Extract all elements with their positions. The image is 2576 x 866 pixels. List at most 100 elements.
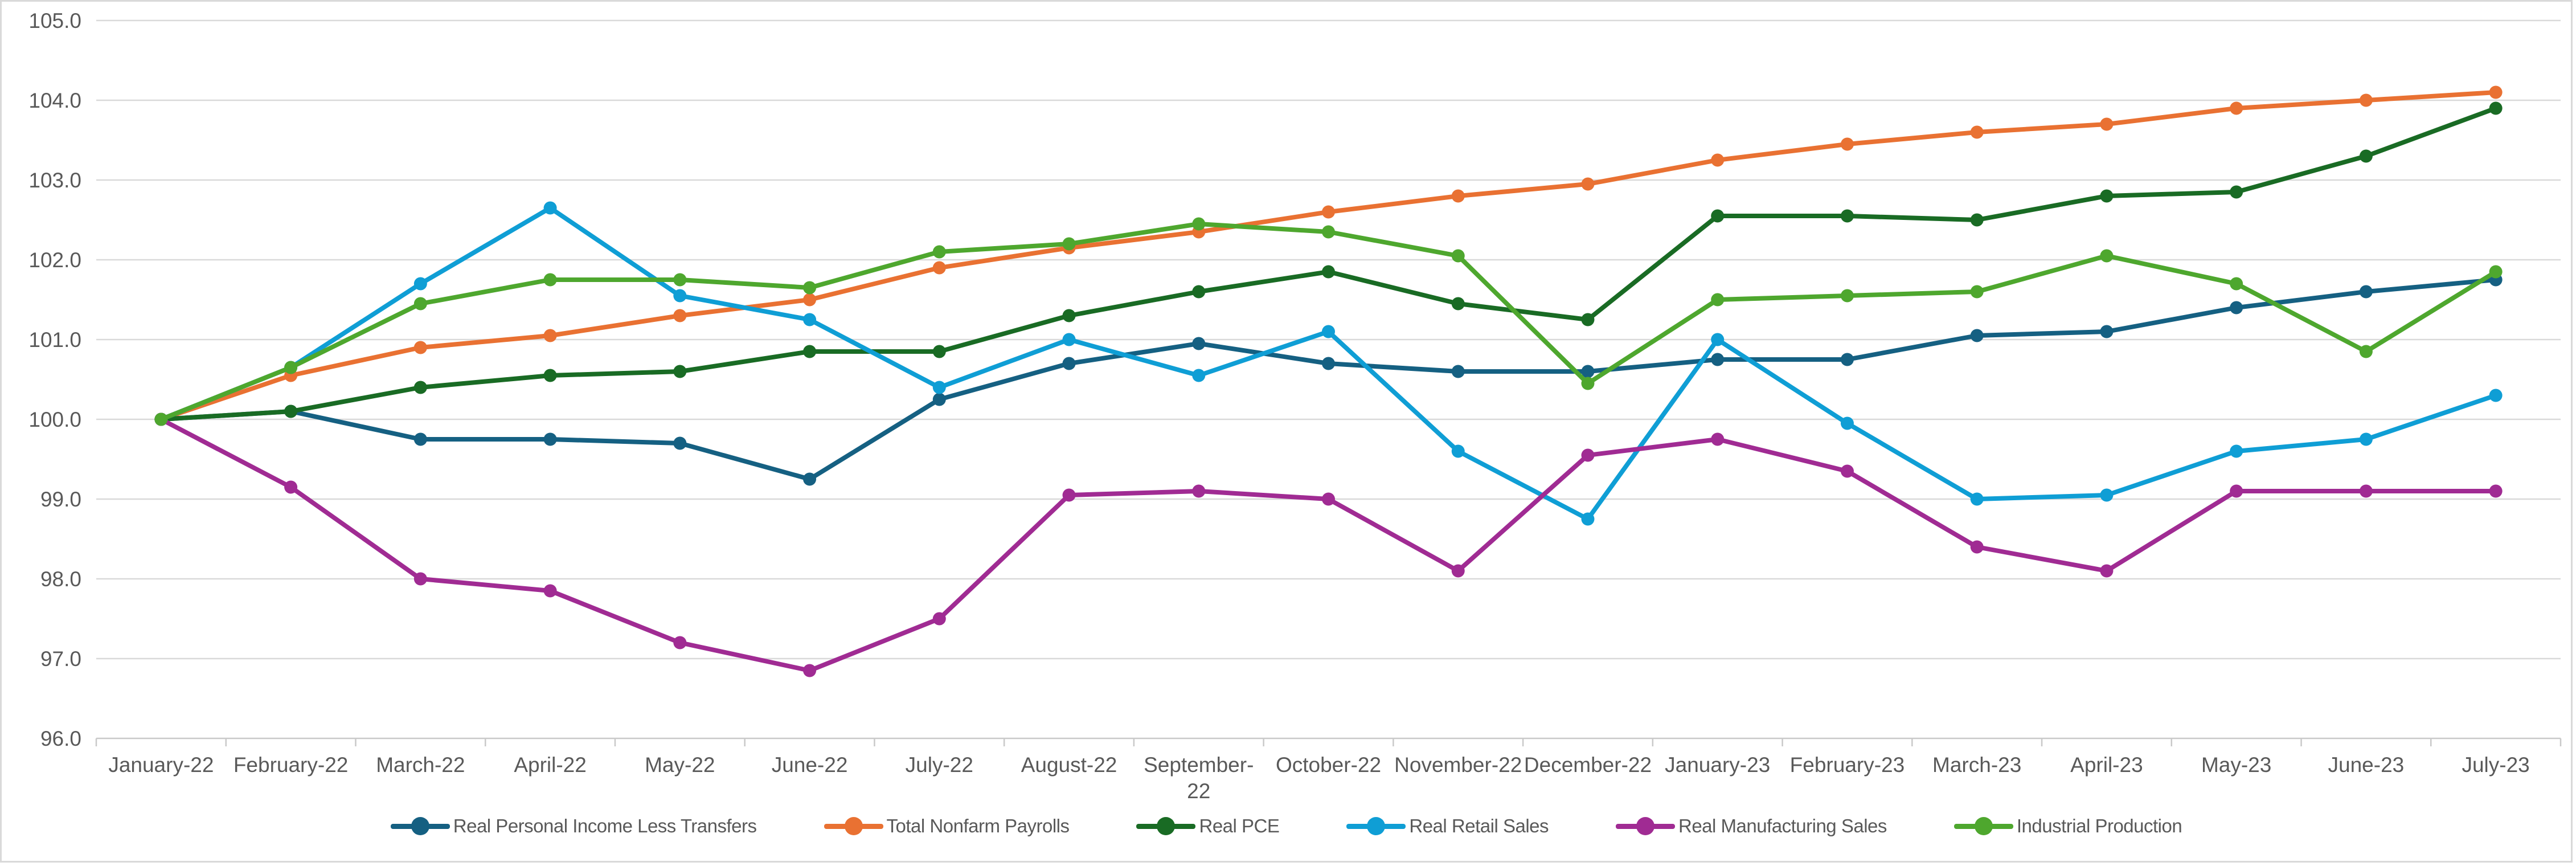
data-point-industrial-production-May-22	[673, 273, 687, 287]
y-axis-tick-label: 100.0	[28, 408, 81, 431]
data-point-industrial-production-September-22	[1192, 217, 1206, 231]
legend-item-total-nonfarm-payrolls[interactable]: Total Nonfarm Payrolls	[824, 815, 1070, 837]
data-point-real-pce-February-23	[1840, 209, 1854, 223]
data-point-real-personal-income-less-transfers-September-22	[1192, 337, 1206, 350]
data-point-industrial-production-April-22	[543, 273, 557, 287]
legend-marker-icon	[1136, 816, 1196, 836]
data-point-total-nonfarm-payrolls-July-22	[932, 261, 946, 275]
data-point-real-personal-income-less-transfers-May-22	[673, 436, 687, 450]
data-point-total-nonfarm-payrolls-June-22	[803, 293, 817, 307]
x-axis-tick-label: June-23	[2328, 753, 2405, 777]
data-point-total-nonfarm-payrolls-April-22	[543, 329, 557, 342]
legend-item-real-manufacturing-sales[interactable]: Real Manufacturing Sales	[1616, 815, 1887, 837]
data-point-real-personal-income-less-transfers-June-22	[803, 472, 817, 486]
legend-label: Real Manufacturing Sales	[1678, 815, 1887, 836]
data-point-real-personal-income-less-transfers-April-22	[543, 432, 557, 446]
data-point-total-nonfarm-payrolls-February-23	[1840, 137, 1854, 151]
legend-label: Real Personal Income Less Transfers	[453, 815, 757, 836]
data-point-real-pce-October-22	[1322, 265, 1335, 279]
data-point-real-manufacturing-sales-July-23	[2489, 484, 2503, 498]
data-point-real-retail-sales-June-23	[2359, 432, 2373, 446]
data-point-real-pce-December-22	[1581, 313, 1595, 326]
x-axis-tick-label: February-23	[1790, 753, 1905, 777]
series-real-personal-income-less-transfers[interactable]	[154, 273, 2503, 486]
data-point-real-manufacturing-sales-September-22	[1192, 484, 1206, 498]
x-axis-tick-label: April-22	[514, 753, 587, 777]
data-point-total-nonfarm-payrolls-November-22	[1451, 189, 1465, 203]
x-axis-tick-label: October-22	[1276, 753, 1381, 777]
data-point-real-personal-income-less-transfers-February-23	[1840, 353, 1854, 366]
legend-item-real-pce[interactable]: Real PCE	[1136, 815, 1280, 837]
x-axis-ticks	[95, 738, 2562, 746]
data-point-real-pce-July-23	[2489, 101, 2503, 115]
series-industrial-production[interactable]	[154, 217, 2503, 426]
x-axis-labels: January-22 February-22 March-22 April-22 May…	[108, 753, 2529, 803]
data-point-total-nonfarm-payrolls-May-22	[673, 309, 687, 322]
x-axis-tick-label: July-23	[2462, 753, 2529, 777]
data-point-real-personal-income-less-transfers-December-22	[1581, 365, 1595, 378]
data-point-real-manufacturing-sales-April-22	[543, 584, 557, 598]
series-real-pce[interactable]	[154, 101, 2503, 426]
x-axis-tick-label: August-22	[1021, 753, 1117, 777]
data-point-real-manufacturing-sales-May-22	[673, 636, 687, 650]
x-axis-tick-label: May-22	[645, 753, 715, 777]
x-axis-tick-label: January-23	[1665, 753, 1770, 777]
data-point-real-manufacturing-sales-January-23	[1711, 432, 1725, 446]
legend-item-real-retail-sales[interactable]: Real Retail Sales	[1346, 815, 1549, 837]
data-point-industrial-production-July-23	[2489, 265, 2503, 279]
y-axis-tick-label: 103.0	[28, 169, 81, 192]
data-point-real-personal-income-less-transfers-August-22	[1062, 357, 1076, 370]
data-point-real-retail-sales-July-23	[2489, 389, 2503, 402]
data-point-total-nonfarm-payrolls-March-22	[413, 341, 427, 354]
data-point-total-nonfarm-payrolls-April-23	[2100, 117, 2114, 131]
chart-legend: Real Personal Income Less Transfers Tota…	[2, 815, 2571, 837]
y-axis-tick-label: 104.0	[28, 89, 81, 112]
data-point-total-nonfarm-payrolls-March-23	[1970, 125, 1984, 139]
y-axis-tick-label: 98.0	[40, 567, 81, 591]
legend-marker-icon	[390, 816, 450, 836]
series-real-manufacturing-sales[interactable]	[154, 412, 2503, 677]
legend-item-real-personal-income-less-transfers[interactable]: Real Personal Income Less Transfers	[390, 815, 757, 837]
data-point-real-manufacturing-sales-May-23	[2230, 484, 2243, 498]
y-axis-tick-label: 105.0	[28, 9, 81, 32]
data-point-real-manufacturing-sales-February-22	[284, 480, 298, 494]
data-point-real-pce-March-23	[1970, 213, 1984, 227]
data-point-real-manufacturing-sales-March-22	[413, 572, 427, 586]
data-point-industrial-production-February-22	[284, 361, 298, 374]
y-axis-labels: 96.0 97.0 98.0 99.0 100.0 101.0 102.0 103.0 104.…	[28, 9, 81, 750]
data-point-industrial-production-October-22	[1322, 225, 1335, 239]
x-axis-tick-label: June-22	[772, 753, 848, 777]
data-point-real-manufacturing-sales-December-22	[1581, 448, 1595, 462]
data-point-real-retail-sales-March-23	[1970, 492, 1984, 506]
legend-item-industrial-production[interactable]: Industrial Production	[1953, 815, 2182, 837]
data-point-real-pce-May-23	[2230, 185, 2243, 199]
data-point-real-retail-sales-April-22	[543, 201, 557, 215]
data-point-real-retail-sales-May-22	[673, 289, 687, 303]
data-point-real-retail-sales-September-22	[1192, 369, 1206, 382]
data-point-real-manufacturing-sales-April-23	[2100, 564, 2114, 578]
data-point-real-pce-June-22	[803, 345, 817, 358]
series-line-industrial-production	[158, 222, 2499, 422]
data-point-real-pce-July-22	[932, 345, 946, 358]
legend-marker-icon	[1953, 816, 2013, 836]
data-point-real-manufacturing-sales-February-23	[1840, 464, 1854, 478]
data-point-real-manufacturing-sales-October-22	[1322, 492, 1335, 506]
data-point-real-personal-income-less-transfers-November-22	[1451, 365, 1465, 378]
data-point-real-manufacturing-sales-June-22	[803, 664, 817, 677]
data-point-real-retail-sales-December-22	[1581, 512, 1595, 526]
gridlines	[96, 19, 2561, 740]
data-point-real-manufacturing-sales-March-23	[1970, 540, 1984, 554]
data-point-industrial-production-December-22	[1581, 377, 1595, 390]
data-point-total-nonfarm-payrolls-January-23	[1711, 153, 1725, 167]
series-total-nonfarm-payrolls[interactable]	[154, 85, 2503, 426]
data-point-real-personal-income-less-transfers-March-22	[413, 432, 427, 446]
x-axis-tick-label: February-22	[234, 753, 349, 777]
x-axis-tick-label: April-23	[2070, 753, 2143, 777]
data-point-total-nonfarm-payrolls-December-22	[1581, 177, 1595, 191]
data-point-real-personal-income-less-transfers-April-23	[2100, 325, 2114, 338]
data-point-real-pce-May-22	[673, 365, 687, 378]
data-point-real-pce-April-22	[543, 369, 557, 382]
y-axis-tick-label: 96.0	[40, 727, 81, 750]
data-point-real-retail-sales-June-22	[803, 313, 817, 326]
